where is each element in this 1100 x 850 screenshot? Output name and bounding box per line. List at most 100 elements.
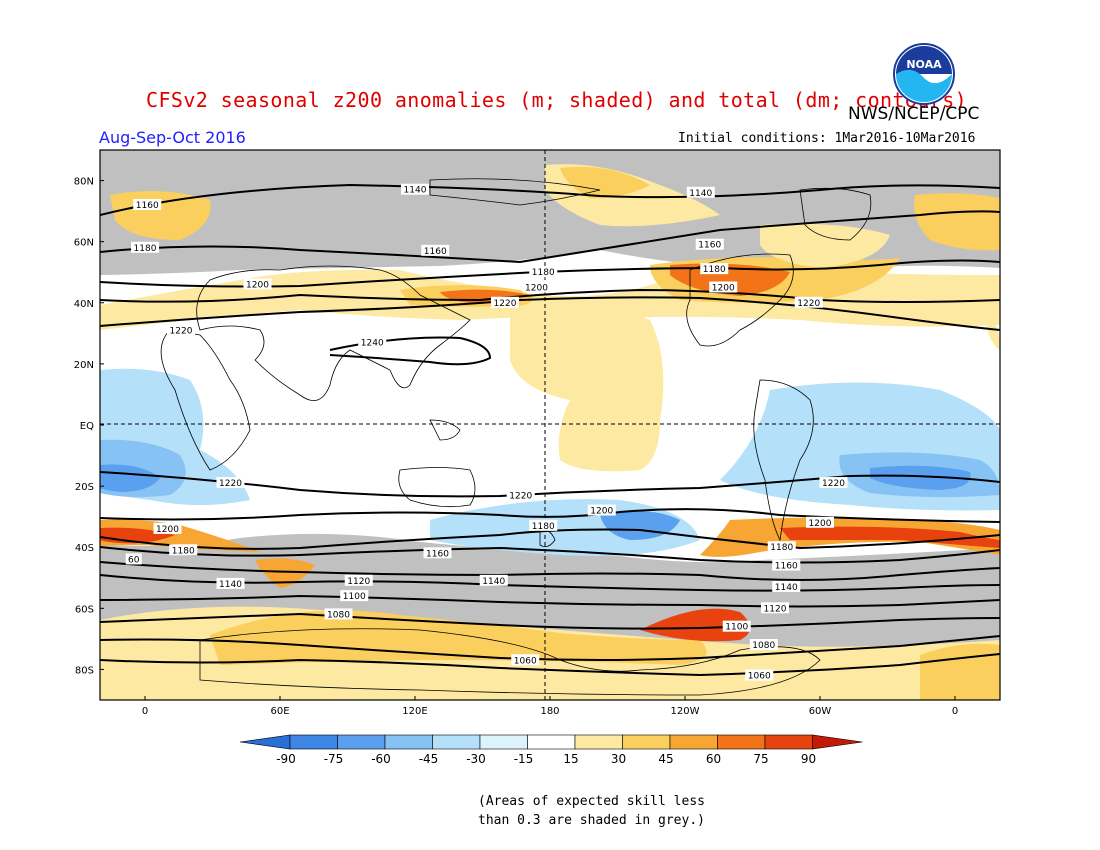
contour-label-bg [745,669,774,681]
map-field: 1160 1140 1140 1180 1160 1160 1180 1180 1200 1200… [100,150,1000,700]
colorbar-tick-label: -75 [324,752,344,766]
contour-label: 1240 [361,339,384,349]
contour-label-bg [243,278,272,290]
contour-label: 1200 [712,284,735,294]
contour-label-bg [479,574,508,586]
contour-label-bg [216,477,245,489]
contour-label-bg [772,580,801,592]
colorbar-swatch [479,734,528,750]
longitude-axis: 0 60E 120E 180 120W 60W 0 [142,696,958,717]
noaa-logo: NOAA [893,43,955,105]
colorbar-swatch [764,734,813,750]
yellow-east-ocean [985,319,1000,350]
lat-tick-label: 20S [75,482,94,493]
lat-tick-label: 60S [75,604,94,615]
colorbar-swatch [337,734,386,750]
colorbar-tick-label: -45 [419,752,439,766]
colorbar-swatch [717,734,766,750]
lat-tick-label: 80N [74,177,94,188]
colorbar-tick-label: 75 [753,752,768,766]
colorbar-tick-label: 45 [658,752,673,766]
contour-label: 1200 [156,525,179,535]
colorbar-tick-label: -30 [466,752,486,766]
blue-tropics-east-dark [870,465,971,490]
colorbar-tick-label: 90 [801,752,816,766]
yellow-greenland [760,223,890,268]
coastlines [160,178,872,696]
contour-label-bg [686,186,715,198]
contour-label-bg [722,620,751,632]
contour-label: 1180 [172,546,195,556]
contour-label-bg [169,544,198,556]
colorbar-tick-label: 30 [611,752,626,766]
lon-tick-label: 180 [540,706,559,717]
contour-label: 1140 [404,186,427,196]
contour-label-bg [133,199,162,210]
contour-label-bg [506,489,535,501]
contour-label-bg [806,516,834,528]
contour-label-bg [423,547,452,559]
contour-label: 1220 [797,299,820,309]
contour-label-bg [772,559,801,571]
contour-label: 1180 [134,244,157,254]
contour-label: 1180 [532,268,555,278]
warm-south-band [210,610,707,665]
contour-label: 1140 [482,577,505,587]
colorbar: -90 -75 -60 -45 -30 -15 15 30 45 60 75 90 [239,734,863,766]
latitude-axis: 80N 60N 40N 20N EQ 20S 40S 60S 80S [74,177,104,676]
contour-label-bg [324,608,353,620]
contour-label: 1140 [219,580,242,590]
contour-label: 1160 [426,549,449,559]
contour-label: 1200 [590,507,613,517]
colorbar-swatch [527,734,576,750]
contour-label-bg [167,324,195,336]
colorbar-tick-label: -60 [371,752,391,766]
colorbar-swatch [432,734,481,750]
contour-label-bg [695,238,724,250]
contour-label: 1060 [748,672,771,682]
contour-label: 1080 [752,641,775,651]
contour-label-bg [767,541,796,553]
colorbar-tick-label: 60 [706,752,721,766]
contour-label: 1160 [775,562,798,572]
red-band-south-west [100,519,260,552]
contour-label: 1220 [170,326,193,336]
contour-label-bg [749,639,778,650]
contour-label-bg [511,654,540,666]
contour-label: 1160 [424,247,447,257]
lat-tick-label: 40N [74,299,94,310]
contour-label-bg [700,263,729,275]
contour-label: 1100 [725,623,748,633]
lat-tick-label: EQ [80,421,94,432]
contour-label-bg [340,590,369,602]
contour-label-bg [529,519,558,531]
contour-label: 1220 [822,479,845,489]
lat-tick-label: 80S [75,665,94,676]
contour-label-bg [401,183,429,195]
yellow-tropical-pacific [510,306,664,472]
warm-south-strong [640,608,750,642]
contour-label-bg [358,336,387,348]
contour-label-bg [709,281,738,293]
contour-label-bg [125,553,142,565]
contour-label-bg [587,504,616,516]
contour-label: 1120 [764,604,787,614]
contour-label-bg [344,574,373,586]
orange-arctic-asia [560,166,650,199]
lat-tick-label: 60N [74,238,94,249]
contours [100,183,1000,677]
lon-tick-label: 120E [402,706,427,717]
skill-note-line-1: (Areas of expected skill less [478,794,705,809]
colorbar-min-arrow [239,734,291,750]
warm-south-west [920,643,1000,700]
contour-label: 1180 [770,543,793,553]
colorbar-tick-label: 15 [563,752,578,766]
initial-conditions-label: Initial conditions: 1Mar2016-10Mar2016 [678,131,976,146]
lon-tick-label: 120W [671,706,700,717]
contour-label-bg [216,577,245,589]
contour-label: 1220 [509,491,532,501]
noaa-logo-text: NOAA [906,58,942,71]
colorbar-swatch [622,734,671,750]
season-label: Aug-Sep-Oct 2016 [99,128,246,147]
